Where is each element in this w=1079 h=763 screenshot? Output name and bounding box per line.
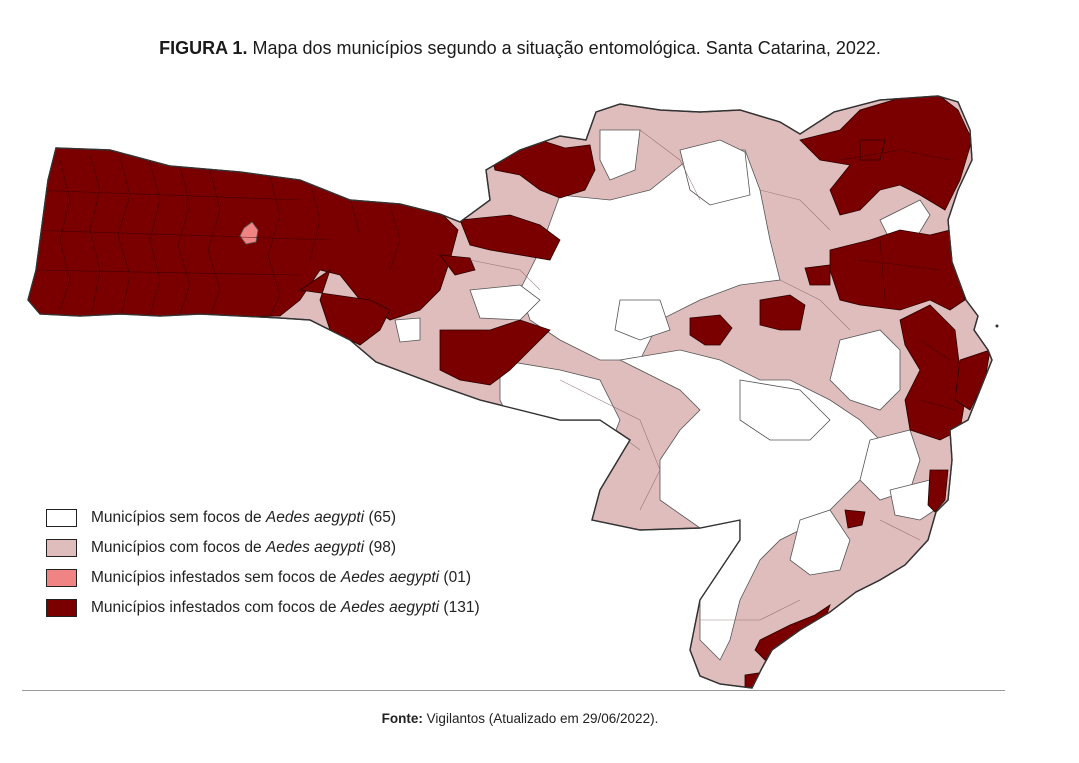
legend-count: (01) (439, 569, 471, 586)
map-legend: Municípios sem focos de Aedes aegypti (6… (46, 503, 480, 623)
legend-prefix: Municípios infestados sem focos de (91, 569, 341, 586)
source-text: Vigilantos (Atualizado em 29/06/2022). (422, 711, 659, 726)
legend-swatch-dark-red (46, 599, 77, 617)
legend-item-infested-no-foci: Municípios infestados sem focos de Aedes… (46, 563, 480, 593)
legend-swatch-light-pink (46, 539, 77, 557)
legend-prefix: Municípios infestados com focos de (91, 599, 341, 616)
infested-with-foci-regions (28, 96, 991, 688)
legend-swatch-salmon (46, 569, 77, 587)
legend-species: Aedes aegypti (340, 599, 440, 616)
municipal-boundaries (29, 149, 956, 411)
state-border (27, 95, 993, 689)
legend-item-with-foci: Municípios com focos de Aedes aegypti (9… (46, 533, 480, 563)
island-dot (995, 324, 999, 328)
legend-prefix: Municípios sem focos de (91, 509, 266, 526)
source-label: Fonte: (381, 711, 423, 726)
legend-species: Aedes aegypti (265, 509, 365, 526)
source-note: Fonte: Vigilantos (Atualizado em 29/06/2… (0, 711, 1040, 726)
santa-catarina-map (27, 95, 999, 689)
legend-item-no-foci: Municípios sem focos de Aedes aegypti (6… (46, 503, 480, 533)
legend-swatch-white (46, 509, 77, 527)
infested-no-foci-region (239, 221, 259, 245)
legend-species: Aedes aegypti (340, 569, 440, 586)
figure-label: FIGURA 1. (159, 38, 248, 58)
divider (22, 690, 1005, 691)
legend-count: (131) (439, 599, 480, 616)
legend-item-infested-with-foci: Municípios infestados com focos de Aedes… (46, 593, 480, 623)
figure-caption: Mapa dos municípios segundo a situação e… (252, 38, 881, 58)
legend-prefix: Municípios com focos de (91, 539, 266, 556)
legend-count: (98) (364, 539, 397, 556)
figure-title: FIGURA 1. Mapa dos municípios segundo a … (0, 38, 1040, 59)
legend-species: Aedes aegypti (265, 539, 365, 556)
legend-count: (65) (364, 509, 397, 526)
